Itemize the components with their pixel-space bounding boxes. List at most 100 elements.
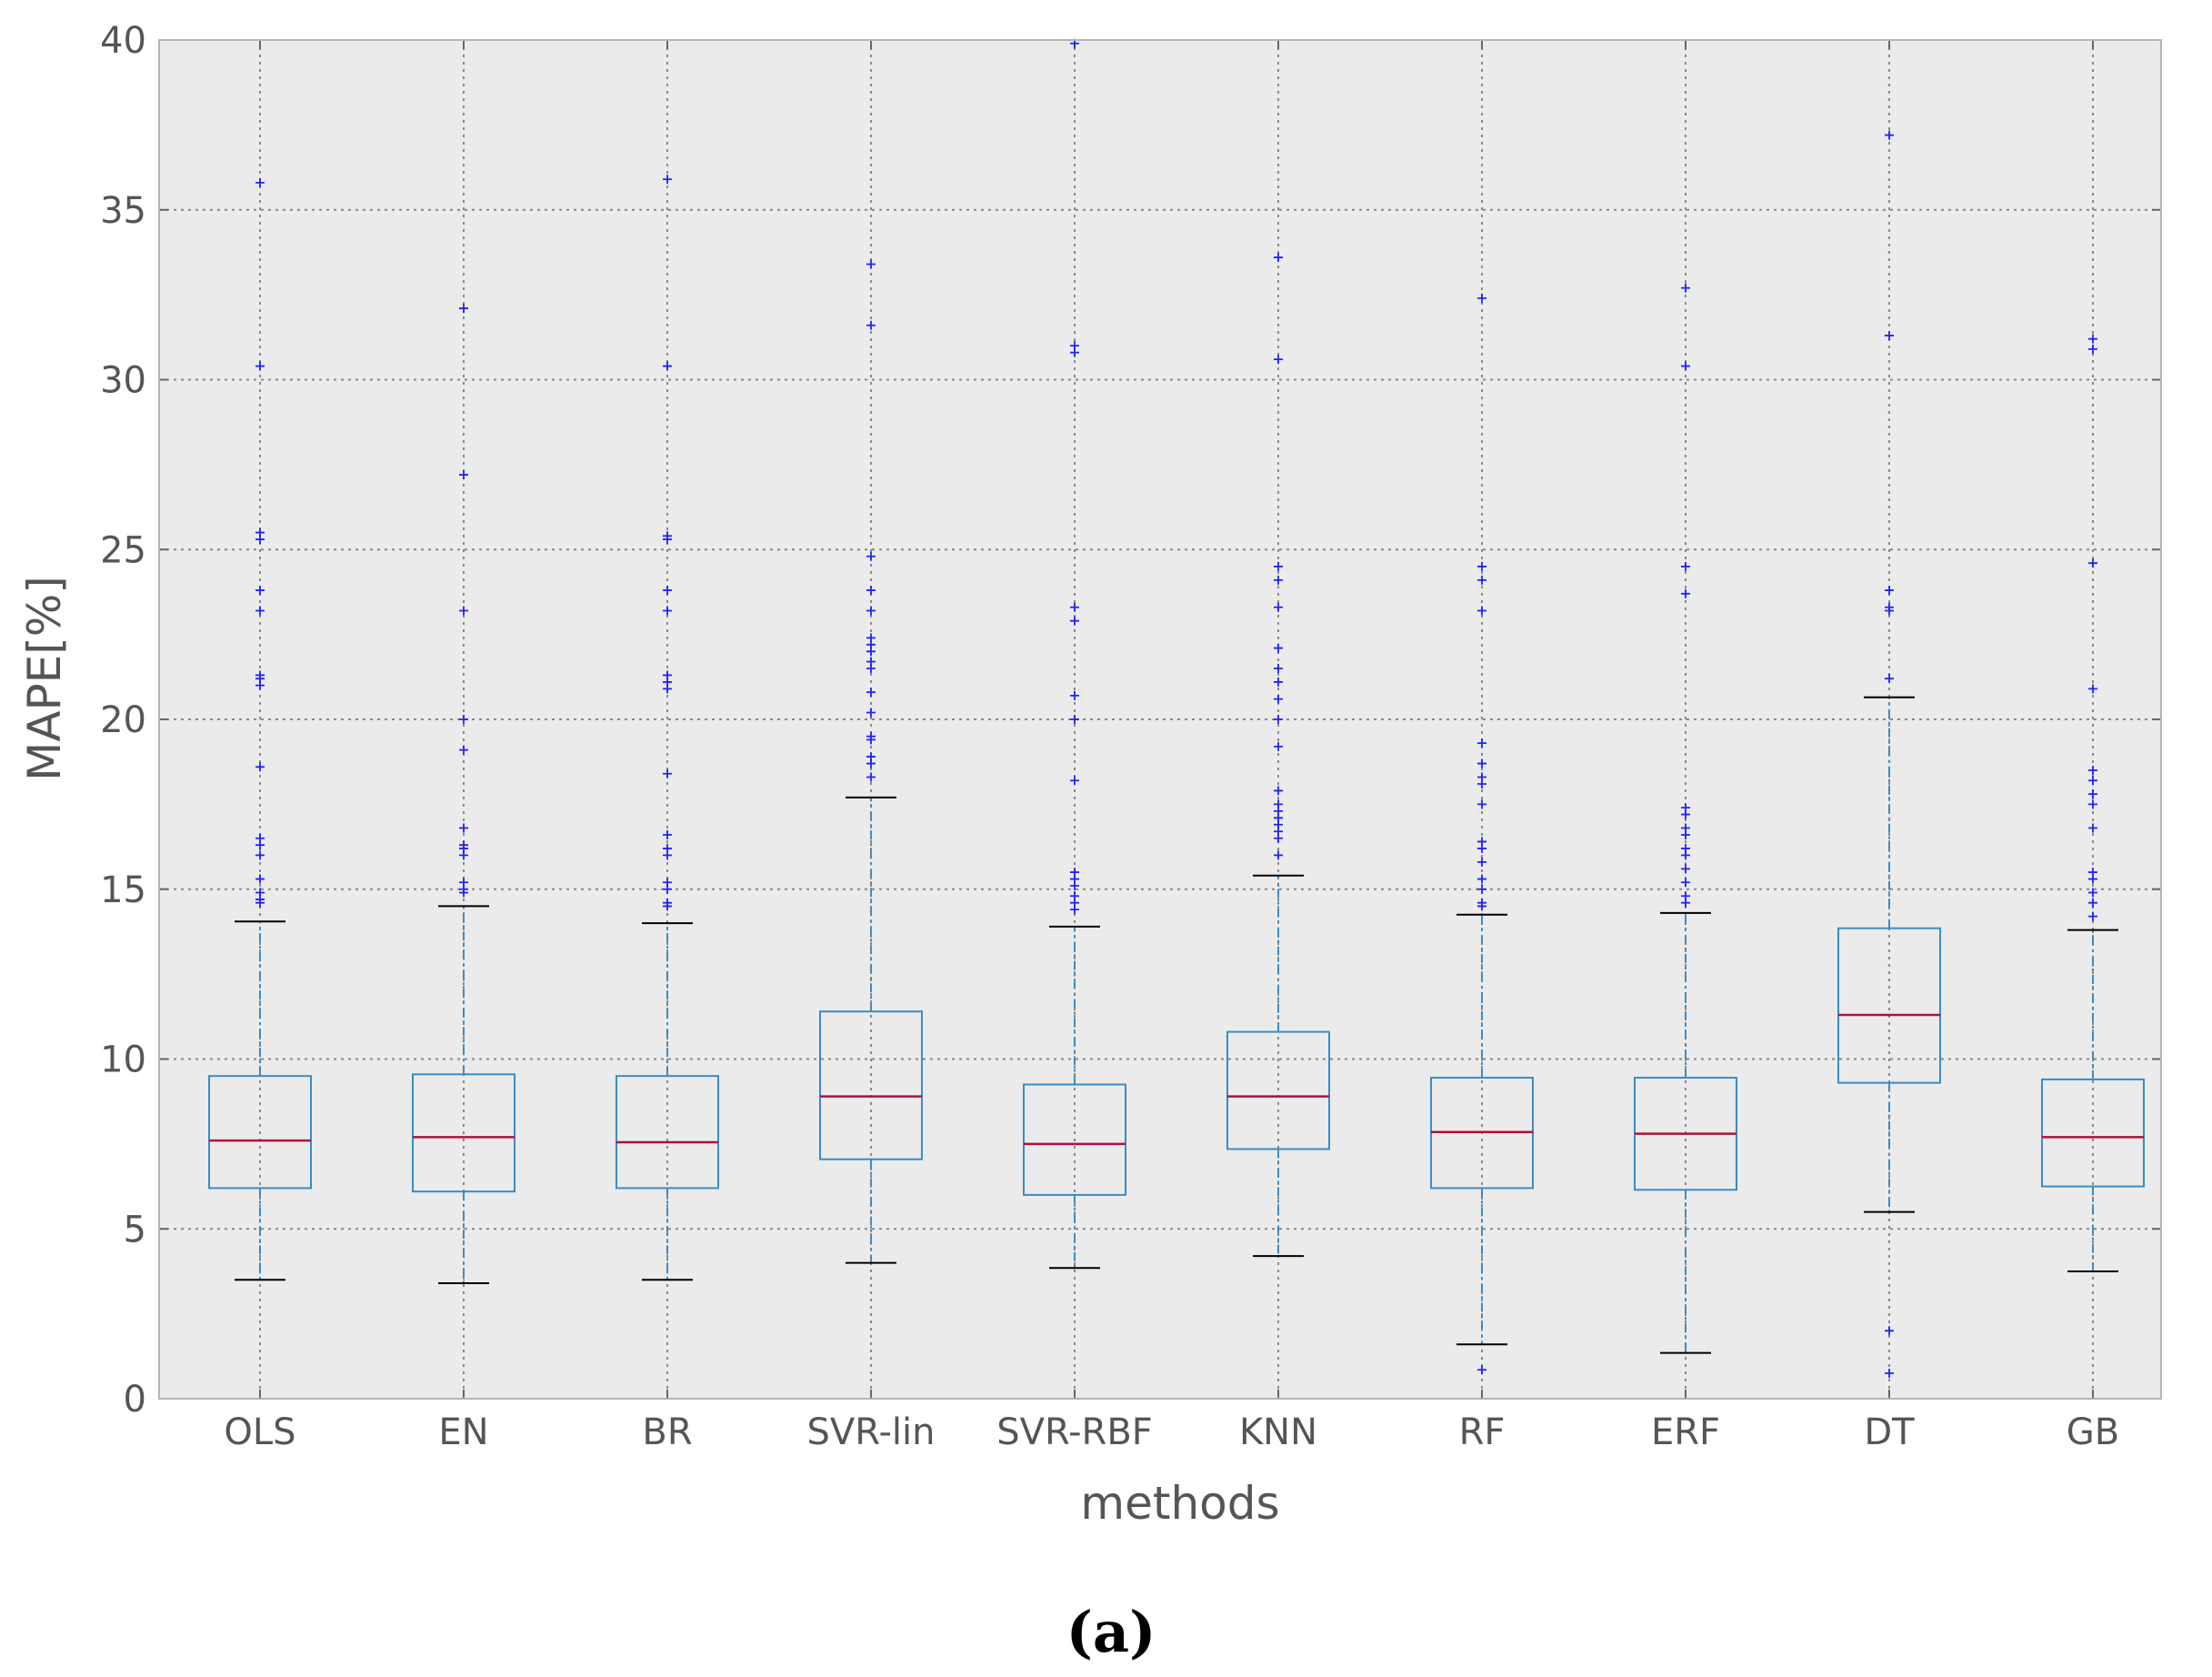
outlier-marker bbox=[2088, 344, 2097, 354]
outlier-marker bbox=[1274, 741, 1283, 751]
outlier-marker bbox=[1885, 674, 1894, 684]
outlier-point bbox=[459, 304, 468, 314]
outlier-marker bbox=[255, 874, 265, 884]
outlier-marker bbox=[663, 670, 672, 680]
outlier-point bbox=[459, 840, 468, 850]
outlier-point bbox=[1070, 891, 1079, 901]
outlier-marker bbox=[663, 843, 672, 853]
outlier-marker bbox=[1070, 891, 1079, 901]
outlier-point bbox=[255, 606, 265, 616]
outlier-point bbox=[255, 833, 265, 843]
y-tick-label: 15 bbox=[100, 869, 146, 911]
box-iqr bbox=[1837, 927, 1941, 1084]
box-iqr bbox=[616, 1075, 719, 1190]
y-tick-label: 30 bbox=[100, 360, 146, 402]
outlier-point bbox=[866, 633, 876, 643]
outlier-marker bbox=[1477, 1365, 1486, 1375]
outlier-marker bbox=[459, 715, 468, 724]
outlier-point bbox=[866, 320, 876, 330]
outlier-point bbox=[663, 606, 672, 616]
outlier-point bbox=[866, 586, 876, 596]
outlier-marker bbox=[866, 731, 876, 741]
outlier-marker bbox=[1274, 786, 1283, 796]
outlier-point bbox=[1681, 878, 1690, 888]
outlier-point bbox=[2088, 868, 2097, 878]
outlier-marker bbox=[1274, 850, 1283, 860]
outlier-point bbox=[1274, 786, 1283, 796]
outlier-point bbox=[2088, 888, 2097, 898]
outlier-marker bbox=[1274, 253, 1283, 263]
outlier-point bbox=[255, 670, 265, 680]
outlier-point bbox=[663, 361, 672, 371]
outlier-point bbox=[1070, 776, 1079, 786]
outlier-point bbox=[663, 898, 672, 908]
x-tick-label: GB bbox=[2067, 1411, 2119, 1453]
x-tick-label: KNN bbox=[1239, 1411, 1317, 1453]
outlier-point bbox=[1885, 1368, 1894, 1378]
outlier-marker bbox=[1477, 772, 1486, 782]
outlier-marker bbox=[2088, 799, 2097, 809]
outlier-marker bbox=[255, 888, 265, 898]
outlier-marker bbox=[663, 768, 672, 778]
outlier-marker bbox=[663, 531, 672, 541]
box-group-erf bbox=[1634, 283, 1737, 1354]
box-group-en bbox=[412, 304, 515, 1285]
outlier-point bbox=[1477, 758, 1486, 768]
outlier-point bbox=[1885, 602, 1894, 612]
box-iqr bbox=[208, 1075, 312, 1190]
outlier-marker bbox=[1681, 561, 1690, 571]
box-iqr bbox=[1023, 1083, 1126, 1196]
outlier-point bbox=[1274, 663, 1283, 673]
outlier-point bbox=[866, 731, 876, 741]
outlier-point bbox=[663, 175, 672, 185]
box-group-br bbox=[616, 175, 719, 1281]
y-tick-label: 10 bbox=[100, 1039, 146, 1081]
outlier-point bbox=[255, 527, 265, 537]
y-tick-label: 35 bbox=[100, 190, 146, 232]
y-tick-labels: 0 5 10 15 20 25 30 35 40 bbox=[100, 20, 146, 1421]
outlier-point bbox=[2088, 911, 2097, 921]
outlier-marker bbox=[1477, 575, 1486, 585]
outlier-point bbox=[1885, 1326, 1894, 1336]
x-tick-label: SVR-lin bbox=[807, 1411, 936, 1453]
outlier-point bbox=[866, 708, 876, 718]
y-tick-label: 25 bbox=[100, 529, 146, 571]
outlier-marker bbox=[663, 829, 672, 839]
outlier-point bbox=[1070, 690, 1079, 700]
outlier-marker bbox=[459, 823, 468, 833]
outlier-point bbox=[1681, 891, 1690, 901]
box-group-svr-rbf bbox=[1023, 38, 1126, 1270]
outlier-marker bbox=[1274, 715, 1283, 724]
outlier-point bbox=[1274, 677, 1283, 687]
outlier-point bbox=[1477, 561, 1486, 571]
y-tick-label: 5 bbox=[124, 1209, 146, 1250]
outlier-marker bbox=[663, 898, 672, 908]
outlier-marker bbox=[1885, 602, 1894, 612]
outlier-marker bbox=[1070, 602, 1079, 612]
outlier-point bbox=[1681, 588, 1690, 598]
outlier-marker bbox=[1885, 330, 1894, 340]
outlier-marker bbox=[1274, 677, 1283, 687]
outlier-point bbox=[459, 606, 468, 616]
outlier-marker bbox=[866, 708, 876, 718]
box-group-knn bbox=[1226, 253, 1330, 1258]
outlier-point bbox=[255, 762, 265, 772]
outlier-point bbox=[1070, 341, 1079, 351]
outlier-point bbox=[459, 878, 468, 888]
y-axis-title: MAPE[%] bbox=[18, 576, 71, 781]
outlier-point bbox=[1477, 799, 1486, 809]
box-group-ols bbox=[208, 177, 312, 1281]
outlier-marker bbox=[866, 586, 876, 596]
outlier-marker bbox=[866, 633, 876, 643]
outlier-marker bbox=[1274, 663, 1283, 673]
outlier-marker bbox=[1885, 130, 1894, 140]
outlier-marker bbox=[2088, 868, 2097, 878]
outlier-marker bbox=[1885, 586, 1894, 596]
outlier-point bbox=[1681, 803, 1690, 813]
outlier-marker bbox=[866, 688, 876, 698]
outlier-point bbox=[459, 745, 468, 755]
y-tick-label: 40 bbox=[100, 20, 146, 62]
outlier-marker bbox=[1681, 361, 1690, 371]
outlier-point bbox=[1885, 130, 1894, 140]
outlier-point bbox=[459, 823, 468, 833]
